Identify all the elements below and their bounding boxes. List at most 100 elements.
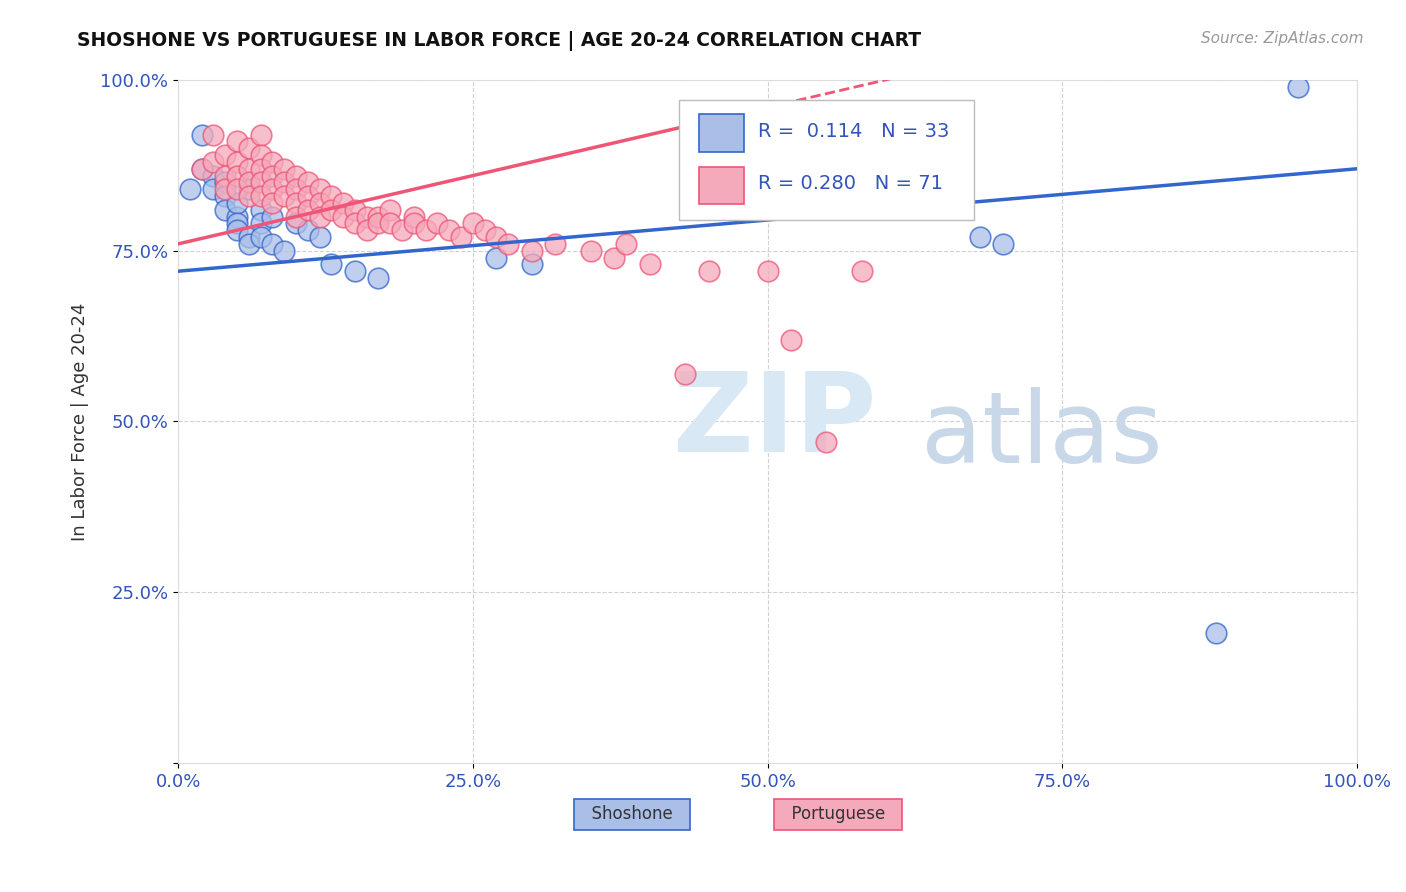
Point bbox=[402, 210, 425, 224]
Point bbox=[262, 182, 284, 196]
Point bbox=[391, 223, 413, 237]
Point bbox=[273, 244, 295, 258]
Text: ZIP: ZIP bbox=[673, 368, 876, 475]
Point bbox=[343, 216, 366, 230]
Point bbox=[756, 264, 779, 278]
Point bbox=[238, 141, 260, 155]
Point bbox=[249, 161, 271, 176]
Point bbox=[461, 216, 484, 230]
Point bbox=[226, 155, 249, 169]
Point bbox=[343, 264, 366, 278]
Point bbox=[238, 176, 260, 190]
Point bbox=[367, 271, 389, 285]
Point bbox=[614, 236, 637, 251]
Point bbox=[520, 244, 543, 258]
Bar bbox=[699, 167, 744, 204]
Point bbox=[249, 128, 271, 142]
Point bbox=[308, 195, 330, 210]
Point bbox=[993, 236, 1015, 251]
Point bbox=[285, 210, 308, 224]
Point bbox=[402, 216, 425, 230]
Point bbox=[238, 161, 260, 176]
Point bbox=[297, 189, 319, 203]
Point bbox=[297, 202, 319, 217]
Point bbox=[238, 230, 260, 244]
Point bbox=[285, 195, 308, 210]
Point bbox=[638, 257, 661, 271]
FancyBboxPatch shape bbox=[679, 101, 974, 220]
Point bbox=[450, 230, 472, 244]
Point bbox=[367, 210, 389, 224]
Point bbox=[226, 135, 249, 149]
Point bbox=[321, 189, 343, 203]
Point bbox=[238, 182, 260, 196]
Point bbox=[308, 230, 330, 244]
Point bbox=[603, 251, 626, 265]
Point bbox=[321, 202, 343, 217]
Point bbox=[249, 230, 271, 244]
Point bbox=[214, 169, 236, 183]
Point bbox=[321, 257, 343, 271]
Point bbox=[202, 155, 225, 169]
Text: R =  0.114   N = 33: R = 0.114 N = 33 bbox=[758, 121, 949, 141]
Point bbox=[544, 236, 567, 251]
Point bbox=[226, 216, 249, 230]
Point bbox=[520, 257, 543, 271]
Point bbox=[226, 210, 249, 224]
Point bbox=[815, 434, 838, 449]
Point bbox=[179, 182, 201, 196]
Point bbox=[214, 189, 236, 203]
Y-axis label: In Labor Force | Age 20-24: In Labor Force | Age 20-24 bbox=[72, 302, 89, 541]
Point bbox=[249, 189, 271, 203]
Point bbox=[190, 128, 212, 142]
Point bbox=[285, 169, 308, 183]
Point bbox=[249, 148, 271, 162]
Point bbox=[697, 264, 720, 278]
Point bbox=[439, 223, 461, 237]
Text: Portuguese: Portuguese bbox=[780, 805, 896, 823]
Point bbox=[851, 264, 873, 278]
Point bbox=[214, 176, 236, 190]
Point bbox=[380, 202, 402, 217]
Point bbox=[226, 169, 249, 183]
Point bbox=[249, 216, 271, 230]
Point bbox=[202, 128, 225, 142]
Point bbox=[297, 176, 319, 190]
Text: SHOSHONE VS PORTUGUESE IN LABOR FORCE | AGE 20-24 CORRELATION CHART: SHOSHONE VS PORTUGUESE IN LABOR FORCE | … bbox=[77, 31, 921, 51]
Point bbox=[343, 202, 366, 217]
Point bbox=[426, 216, 449, 230]
Point bbox=[356, 210, 378, 224]
Point bbox=[190, 161, 212, 176]
Point bbox=[238, 236, 260, 251]
Text: Shoshone: Shoshone bbox=[581, 805, 683, 823]
Point bbox=[262, 195, 284, 210]
Point bbox=[273, 161, 295, 176]
Point bbox=[249, 176, 271, 190]
Point bbox=[214, 182, 236, 196]
Bar bbox=[699, 114, 744, 152]
Point bbox=[238, 189, 260, 203]
Point bbox=[226, 223, 249, 237]
Point bbox=[214, 202, 236, 217]
Text: atlas: atlas bbox=[921, 386, 1163, 483]
Point bbox=[673, 367, 696, 381]
Point bbox=[1286, 79, 1309, 94]
Point bbox=[273, 189, 295, 203]
Point bbox=[308, 182, 330, 196]
Point bbox=[285, 216, 308, 230]
Point bbox=[415, 223, 437, 237]
Point bbox=[969, 230, 991, 244]
Point bbox=[262, 155, 284, 169]
Point bbox=[485, 251, 508, 265]
Point bbox=[297, 223, 319, 237]
Point bbox=[308, 210, 330, 224]
Point bbox=[1205, 626, 1227, 640]
Point bbox=[202, 169, 225, 183]
Point bbox=[485, 230, 508, 244]
Point bbox=[367, 216, 389, 230]
Point bbox=[780, 333, 803, 347]
Point bbox=[332, 195, 354, 210]
Point bbox=[249, 202, 271, 217]
Point bbox=[273, 176, 295, 190]
Point bbox=[285, 182, 308, 196]
